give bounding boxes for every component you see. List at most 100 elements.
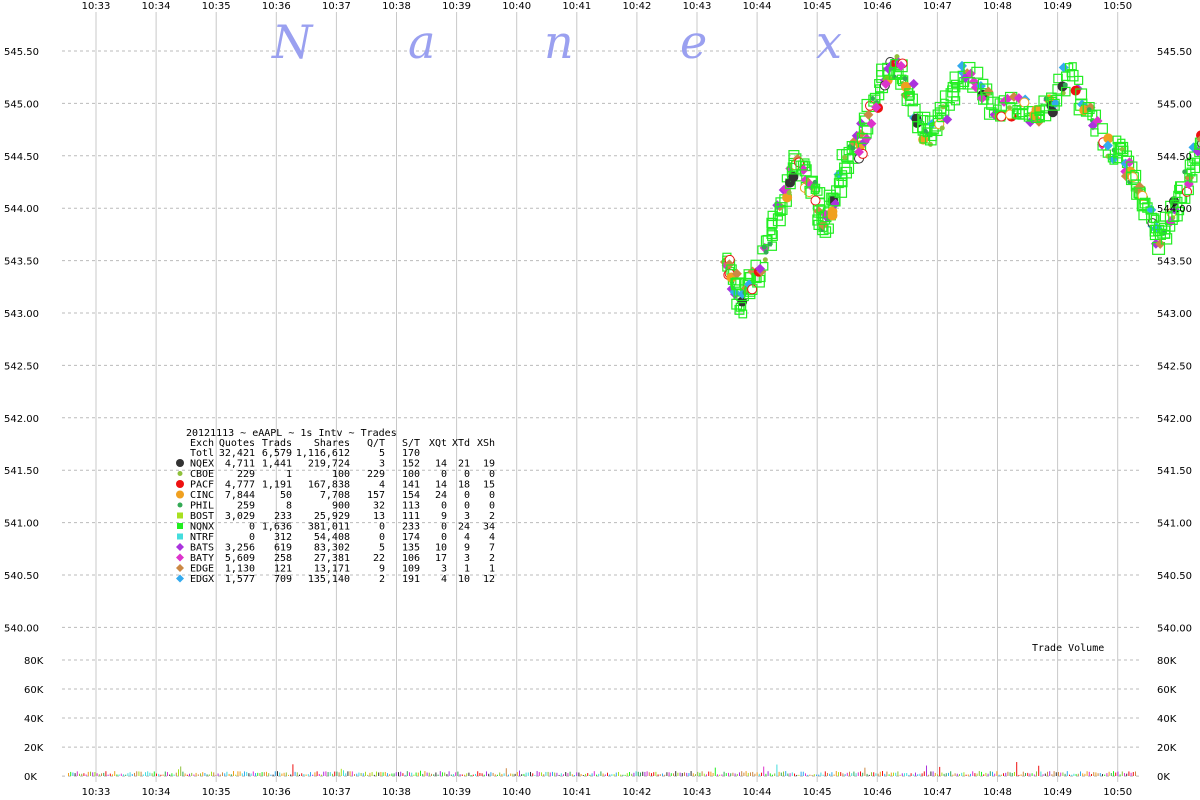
volume-bar	[356, 773, 358, 776]
volume-bar	[1113, 771, 1114, 776]
volume-bar	[604, 774, 606, 776]
trade-point	[755, 263, 766, 274]
volume-bar	[483, 774, 485, 776]
volume-bar	[569, 771, 571, 776]
trade-point	[774, 212, 783, 221]
volume-bar	[228, 773, 230, 776]
volume-bar	[1044, 773, 1046, 776]
volume-bar	[411, 772, 413, 776]
volume-bar	[292, 764, 294, 776]
trade-point	[908, 78, 919, 89]
volume-bar	[917, 774, 919, 776]
volume-bar	[1016, 762, 1018, 776]
volume-bar	[193, 774, 195, 776]
legend-cell: NQNX	[190, 522, 214, 533]
volume-bar	[681, 773, 683, 776]
volume-bar	[107, 774, 109, 776]
trade-point	[1171, 209, 1183, 222]
volume-bar	[651, 773, 652, 776]
volume-bar	[138, 771, 140, 776]
volume-bar	[664, 774, 666, 776]
trade-point	[858, 125, 872, 139]
legend-cell: 32,421	[219, 448, 255, 459]
legend-cell: 8	[286, 501, 292, 512]
volume-bar	[435, 772, 437, 776]
trade-point	[1097, 123, 1108, 134]
volume-bar	[855, 773, 857, 776]
volume-bar	[578, 772, 580, 776]
volume-bar	[818, 774, 820, 776]
volume-bar	[800, 771, 802, 776]
time-tick-bottom: 10:35	[202, 787, 231, 798]
time-tick-top: 10:46	[863, 1, 892, 12]
price-tick-right: 543.00	[1157, 309, 1192, 320]
legend-cell: 312	[274, 532, 292, 543]
volume-bar	[347, 771, 349, 776]
volume-bar	[910, 773, 912, 776]
volume-bar	[215, 774, 217, 776]
legend-cell: 6,579	[262, 448, 292, 459]
volume-bar	[967, 774, 969, 776]
legend-cell: 1,130	[225, 564, 255, 575]
volume-bar	[860, 771, 861, 776]
volume-bar	[373, 774, 375, 776]
volume-bar	[283, 772, 285, 776]
trade-point	[939, 125, 945, 131]
volume-bar	[1069, 774, 1070, 776]
trade-point	[818, 220, 829, 231]
volume-bar	[987, 773, 989, 776]
legend-cell: Totl	[190, 448, 214, 459]
volume-bar	[96, 773, 98, 776]
trade-point	[1161, 229, 1171, 239]
volume-bar	[1075, 773, 1077, 776]
volume-bar	[1095, 772, 1097, 776]
price-tick-left: 542.00	[4, 414, 39, 425]
volume-tick-right: 0K	[1157, 772, 1170, 783]
volume-bar	[169, 774, 171, 776]
legend-cell: 4,777	[225, 480, 255, 491]
volume-bar	[290, 774, 292, 776]
volume-bar	[596, 774, 597, 776]
legend-cell: CBOE	[190, 469, 214, 480]
volume-bar	[417, 772, 419, 776]
grid-layer	[62, 12, 1140, 782]
volume-bar	[1104, 774, 1106, 776]
legend-cell: 22	[373, 553, 385, 564]
volume-bar	[851, 773, 853, 776]
legend-cell: 24	[435, 490, 447, 501]
time-tick-bottom: 10:34	[142, 787, 171, 798]
volume-bar	[882, 771, 883, 776]
legend-header-cell: XSh	[477, 438, 495, 449]
volume-bar	[754, 773, 756, 776]
volume-bar	[230, 774, 232, 776]
volume-bar	[316, 771, 318, 776]
legend-cell: 174	[402, 532, 420, 543]
volume-bar	[974, 773, 976, 776]
legend-cell: 83,302	[314, 543, 350, 554]
volume-bar	[402, 773, 404, 776]
legend-cell: 219,724	[308, 459, 350, 470]
volume-bar	[1060, 772, 1062, 776]
volume-bar	[811, 774, 813, 776]
time-tick-bottom: 10:39	[442, 787, 471, 798]
volume-bar	[560, 773, 562, 776]
volume-bar	[926, 765, 927, 776]
legend-cell: 1,577	[225, 574, 255, 585]
volume-bar	[708, 771, 710, 776]
volume-bar	[217, 773, 219, 776]
legend-cell: BOST	[190, 511, 214, 522]
volume-bar	[431, 773, 432, 776]
volume-bar	[611, 774, 613, 776]
volume-bar	[470, 774, 472, 776]
volume-bar	[879, 771, 881, 776]
volume-bar	[274, 771, 276, 776]
legend-cell: 619	[274, 543, 292, 554]
volume-bar	[371, 772, 373, 776]
price-tick-left: 545.00	[4, 99, 39, 110]
volume-bar	[1036, 771, 1037, 776]
volume-bar	[956, 773, 958, 776]
legend-cell: 13	[373, 511, 385, 522]
volume-bar	[516, 772, 518, 776]
